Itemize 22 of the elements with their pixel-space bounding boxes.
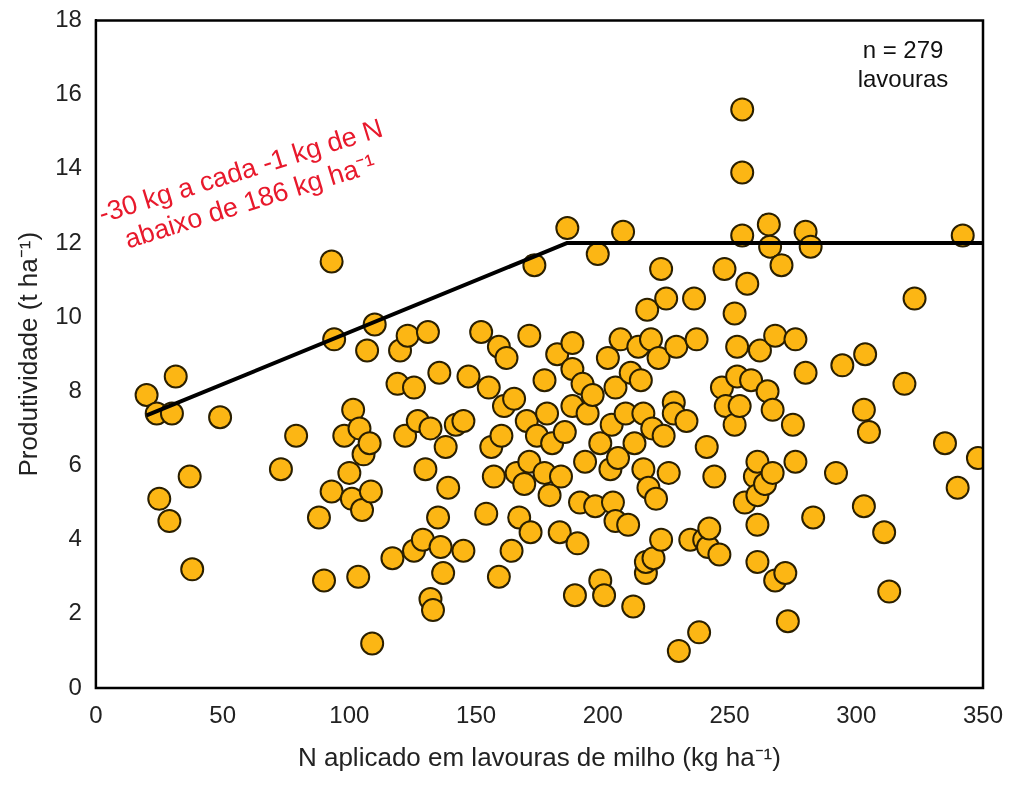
x-tick-label: 350 [962, 701, 1004, 729]
y-tick-label: 10 [55, 301, 82, 329]
y-tick-label: 8 [68, 375, 82, 403]
x-tick-label: 50 [209, 701, 236, 729]
annotation: -30 kg a cada -1 kg de N abaixo de 186 kg ha⁻¹ [95, 112, 387, 255]
x-tick-label: 300 [836, 701, 877, 729]
y-tick-label: 16 [55, 79, 82, 107]
x-tick-label: 250 [709, 701, 750, 729]
x-tick-label: 150 [456, 701, 497, 729]
x-tick-label: 100 [329, 701, 370, 729]
x-tick-label: 0 [89, 701, 103, 729]
y-tick-label: 0 [68, 672, 82, 700]
y-axis-title: Produtividade (t ha⁻¹) [12, 231, 43, 477]
y-tick-label: 14 [55, 153, 82, 181]
y-tick-label: 2 [68, 598, 82, 626]
y-tick-label: 6 [68, 450, 82, 478]
annotation: n = 279 lavouras [857, 36, 949, 93]
x-tick-label: 200 [582, 701, 623, 729]
y-tick-label: 18 [55, 5, 82, 33]
x-axis-title: N aplicado em lavouras de milho (kg ha⁻¹) [297, 741, 781, 772]
y-tick-label: 4 [68, 524, 82, 552]
y-tick-label: 12 [55, 227, 82, 255]
